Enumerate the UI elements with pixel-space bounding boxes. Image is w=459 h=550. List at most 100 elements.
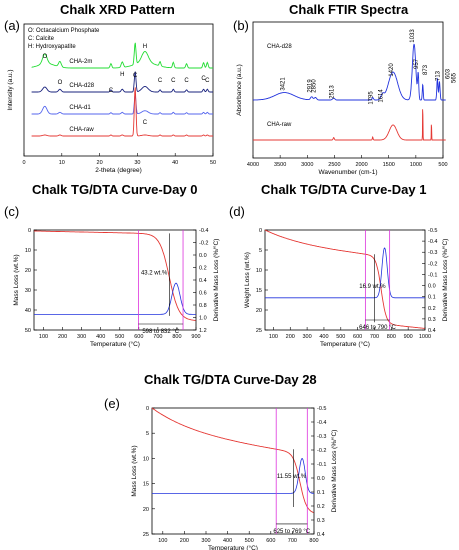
- y2-tick-label: -0.3: [317, 434, 326, 440]
- y-tick-label: 15: [143, 482, 149, 488]
- y-tick-label: 20: [143, 507, 149, 513]
- y2-tick-label: 0.0: [199, 253, 207, 259]
- x-tick-label: 500: [245, 538, 254, 544]
- peak-label: 2850: [311, 79, 317, 93]
- x-tick-label: 400: [319, 334, 328, 340]
- y-tick-label: 20: [256, 308, 262, 314]
- y2-tick-label: 0.4: [317, 532, 325, 538]
- y2-tick-label: 0.6: [199, 291, 207, 297]
- peak-label: C: [143, 120, 148, 126]
- panel-b: (b) Chalk FTIR Spectra 4000 3500 3000 2500 2…: [229, 0, 459, 180]
- peak-label: 1033: [410, 29, 416, 43]
- panel-d: (d) Chalk TG/DTA Curve-Day 1 100 200 300 40…: [229, 178, 459, 360]
- tgdta-day28-chart: 100 200 300 400 500 600 700 800 0 5 10 15 20 25 -0.5 -0…: [131, 406, 338, 550]
- y2-tick-label: 0.4: [199, 278, 207, 284]
- x-tick-label: 700: [153, 334, 162, 340]
- series-label: CHA-raw: [69, 127, 94, 133]
- y2-tick-label: 0.1: [317, 490, 325, 496]
- y-axis-label: Mass Loss (wt.%): [13, 254, 20, 305]
- peak-label: 1795: [369, 91, 375, 105]
- x-tick-label: 500: [336, 334, 345, 340]
- plot-frame: [33, 229, 197, 331]
- x-tick-label: 600: [353, 334, 362, 340]
- x-tick-label: 10: [59, 160, 65, 166]
- tg-curve: [151, 407, 314, 514]
- y-tick-label: 5: [259, 248, 262, 254]
- x-tick-label: 600: [266, 538, 275, 544]
- y2-axis-label: Derivative Mass Loss (%/°C): [441, 239, 449, 322]
- peak-label: C: [171, 78, 176, 84]
- x-tick-label: 800: [387, 334, 396, 340]
- y2-tick-label: 0.2: [428, 306, 436, 312]
- x-tick-label: 900: [191, 334, 200, 340]
- x-axis-label: Temperature (°C): [90, 340, 140, 348]
- x-tick-label: 200: [180, 538, 189, 544]
- peak-label: C: [133, 73, 138, 79]
- x-tick-label: 200: [58, 334, 67, 340]
- y-tick-label: 30: [25, 288, 31, 294]
- peak-label: C: [184, 78, 189, 84]
- y-tick-label: 20: [25, 268, 31, 274]
- temp-range-label: 625 to 769 °C: [273, 529, 310, 535]
- x-tick-label: 1000: [419, 334, 431, 340]
- peak-label: 873: [423, 64, 429, 75]
- y-tick-label: 50: [25, 328, 31, 334]
- plot-frame: [264, 229, 426, 331]
- dtg-curve: [265, 247, 425, 299]
- mass-loss-label: 11.55 wt.%: [277, 474, 307, 480]
- peak-label: 1614: [379, 89, 385, 103]
- y2-tick-label: -0.1: [317, 462, 326, 468]
- peak-label: 565: [451, 72, 457, 83]
- series-label: CHA-d28: [267, 44, 292, 50]
- series-label: CHA-d28: [69, 83, 94, 89]
- y-tick-label: 25: [256, 328, 262, 334]
- y2-tick-label: 0.1: [428, 295, 436, 301]
- x-tick-label: 30: [134, 160, 140, 166]
- chart-title: Chalk XRD Pattern: [60, 2, 175, 17]
- peak-label: C: [109, 88, 114, 94]
- y-axis-label: Weight Loss (wt.%): [244, 252, 251, 308]
- y2-tick-label: -0.4: [317, 420, 326, 426]
- panel-a: (a) Chalk XRD Pattern 0 10 20 30 40 50 2-theta…: [0, 0, 230, 180]
- y2-tick-label: -0.2: [428, 261, 437, 267]
- x-tick-label: 700: [288, 538, 297, 544]
- panel-e: (e) Chalk TG/DTA Curve-Day 28 100 200 300 4…: [104, 368, 350, 550]
- x-tick-label: 700: [370, 334, 379, 340]
- x-tick-label: 500: [115, 334, 124, 340]
- y2-tick-label: 0.3: [428, 317, 436, 323]
- peak-label: 2919: [308, 79, 314, 93]
- x-tick-label: 2500: [328, 162, 340, 168]
- panel-letter: (d): [229, 204, 245, 219]
- x-tick-label: 3500: [274, 162, 286, 168]
- x-tick-label: 300: [201, 538, 210, 544]
- y2-tick-label: -0.4: [199, 228, 208, 234]
- chart-title: Chalk TG/DTA Curve-Day 28: [144, 372, 317, 387]
- chart-title: Chalk TG/DTA Curve-Day 1: [261, 182, 427, 197]
- ftir-chart: 4000 3500 3000 2500 2000 1500 1000 500 Wavenumbe…: [236, 21, 457, 176]
- x-tick-label: 200: [286, 334, 295, 340]
- y2-tick-label: 0.3: [317, 518, 325, 524]
- series-label: CHA-d1: [69, 105, 91, 111]
- y-tick-label: 15: [256, 288, 262, 294]
- y-tick-label: 40: [25, 308, 31, 314]
- x-tick-label: 300: [77, 334, 86, 340]
- y-axis-label: Absorbance (a.u.): [236, 64, 243, 116]
- tgdta-day0-chart: 100 200 300 400 500 600 700 800 900 0 10 20 30 40 50 -0…: [13, 228, 220, 348]
- x-tick-label: 2000: [355, 162, 367, 168]
- temp-range-label: 598 to 832 °C: [142, 329, 179, 335]
- mass-loss-label: 43.2 wt.%: [141, 271, 168, 277]
- legend-entry: C: Calcite: [28, 36, 55, 42]
- series-line: [31, 87, 213, 137]
- y2-tick-label: 0.2: [199, 266, 207, 272]
- x-tick-label: 500: [438, 162, 447, 168]
- tgdta-day1-chart: 100 200 300 400 500 600 700 800 900 1000 0 5 10 15 20 2…: [244, 228, 449, 348]
- x-tick-label: 400: [96, 334, 105, 340]
- y2-tick-label: -0.2: [199, 241, 208, 247]
- x-tick-label: 4000: [247, 162, 259, 168]
- x-tick-label: 400: [223, 538, 232, 544]
- y2-tick-label: -0.5: [428, 228, 437, 234]
- plot-frame: [151, 407, 315, 535]
- peak-label: 3421: [280, 77, 286, 91]
- y-axis-label: Mass Loss (wt.%): [131, 445, 138, 496]
- panel-letter: (e): [104, 396, 120, 411]
